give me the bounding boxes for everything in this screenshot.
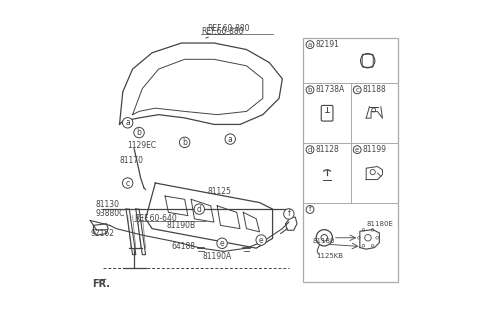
Text: 93880C: 93880C bbox=[95, 210, 124, 218]
Circle shape bbox=[225, 134, 236, 144]
Text: d: d bbox=[308, 147, 312, 153]
Text: 81190A: 81190A bbox=[203, 252, 232, 261]
Circle shape bbox=[194, 204, 204, 214]
Text: f: f bbox=[288, 210, 290, 218]
Text: b: b bbox=[308, 87, 312, 93]
Circle shape bbox=[122, 118, 133, 128]
Text: 1125KB: 1125KB bbox=[316, 253, 343, 259]
Text: e: e bbox=[355, 147, 360, 153]
Text: d: d bbox=[197, 205, 202, 214]
Text: c: c bbox=[355, 87, 359, 93]
Circle shape bbox=[306, 146, 314, 154]
Circle shape bbox=[353, 86, 361, 94]
Text: e: e bbox=[259, 235, 264, 245]
Text: 92162: 92162 bbox=[90, 229, 114, 238]
Text: 81190B: 81190B bbox=[167, 221, 196, 230]
Circle shape bbox=[256, 235, 266, 245]
Text: f: f bbox=[309, 206, 311, 213]
Text: 81180: 81180 bbox=[313, 238, 336, 244]
Text: 81128: 81128 bbox=[315, 145, 339, 154]
Circle shape bbox=[217, 238, 228, 249]
Text: e: e bbox=[220, 239, 225, 248]
Text: REF.60-640: REF.60-640 bbox=[134, 215, 177, 223]
Circle shape bbox=[122, 178, 133, 188]
Circle shape bbox=[353, 146, 361, 154]
Text: c: c bbox=[126, 179, 130, 188]
Circle shape bbox=[306, 86, 314, 94]
Text: a: a bbox=[308, 42, 312, 48]
Text: b: b bbox=[182, 138, 187, 147]
Text: REF.60-880: REF.60-880 bbox=[201, 27, 243, 36]
Text: 81738A: 81738A bbox=[315, 85, 345, 94]
Text: b: b bbox=[137, 128, 142, 137]
Circle shape bbox=[362, 244, 365, 247]
Circle shape bbox=[284, 209, 294, 219]
Polygon shape bbox=[98, 279, 107, 282]
Circle shape bbox=[306, 206, 314, 214]
Text: REF.60-880: REF.60-880 bbox=[206, 24, 250, 38]
Circle shape bbox=[376, 236, 378, 239]
Text: FR.: FR. bbox=[92, 279, 110, 289]
Text: 81125: 81125 bbox=[207, 187, 231, 196]
Text: 82191: 82191 bbox=[315, 40, 339, 49]
Text: 81170: 81170 bbox=[120, 156, 144, 165]
Text: 1129EC: 1129EC bbox=[128, 141, 157, 150]
Text: a: a bbox=[228, 135, 233, 144]
Bar bbox=[303, 38, 398, 282]
Circle shape bbox=[371, 229, 374, 231]
Text: a: a bbox=[125, 118, 130, 127]
Circle shape bbox=[134, 127, 144, 138]
Text: 81199: 81199 bbox=[363, 145, 387, 154]
Circle shape bbox=[358, 236, 360, 239]
Circle shape bbox=[371, 244, 374, 247]
Circle shape bbox=[362, 229, 365, 231]
Text: 81180E: 81180E bbox=[366, 221, 393, 227]
Circle shape bbox=[306, 41, 314, 48]
Circle shape bbox=[180, 137, 190, 147]
Text: 81130: 81130 bbox=[95, 200, 119, 209]
Text: 81188: 81188 bbox=[363, 85, 386, 94]
Text: 64188: 64188 bbox=[172, 242, 196, 251]
